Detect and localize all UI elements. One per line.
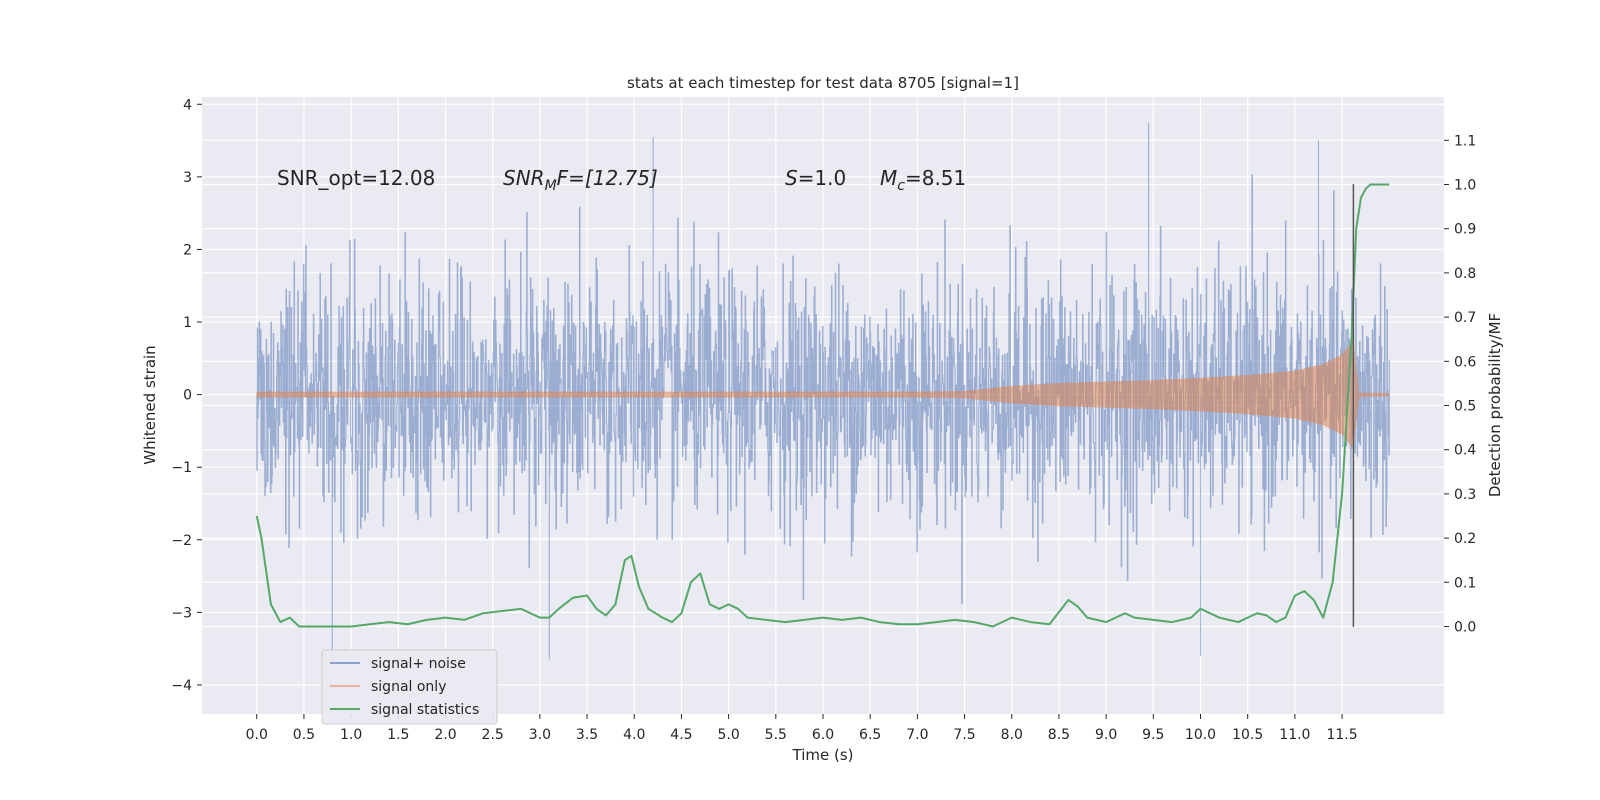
series-signal-statistics [255, 183, 1390, 628]
y-right-axis-label: Detection probability/MF [1486, 313, 1504, 497]
y-right-axis-ticks: 0.0 0.1 0.2 0.3 0.4 0.5 0.6 0.7 0.8 0.9 1.0 1.1 [1444, 133, 1476, 635]
y-right-tick-label: 0.3 [1454, 487, 1476, 503]
y-left-tick-label: 2 [183, 242, 192, 258]
x-tick-label: 11.5 [1326, 727, 1357, 743]
y-right-tick-label: 0.5 [1454, 399, 1476, 415]
y-left-tick-label: −4 [171, 678, 192, 694]
y-left-axis-ticks: −4 −3 −2 −1 0 1 2 3 4 [171, 97, 202, 694]
x-tick-label: 5.0 [717, 727, 739, 743]
x-tick-label: 10.5 [1232, 727, 1263, 743]
x-tick-label: 8.5 [1048, 727, 1070, 743]
chart-title: stats at each timestep for test data 870… [627, 74, 1019, 92]
x-tick-label: 7.0 [906, 727, 928, 743]
y-left-tick-label: −1 [171, 460, 192, 476]
legend: signal+ noise signal only signal statist… [321, 649, 498, 725]
x-tick-label: 10.0 [1185, 727, 1216, 743]
annotation-snr-opt: SNR_opt=12.08 [277, 166, 435, 190]
annotations: SNR_opt=12.08 SNRMF=[12.75] S=1.0 Mc=8.5… [277, 166, 966, 194]
y-right-tick-label: 0.6 [1454, 354, 1476, 370]
legend-label-signal: signal only [371, 679, 446, 695]
x-tick-label: 1.0 [340, 727, 362, 743]
y-left-tick-label: 1 [183, 315, 192, 331]
series-line-signal-only [256, 340, 1390, 450]
annotation-mc-rest: =8.51 [905, 166, 966, 190]
x-tick-label: 8.0 [1001, 727, 1023, 743]
annotation-mc: Mc=8.51 [880, 166, 966, 194]
y-right-tick-label: 0.9 [1454, 222, 1476, 238]
annotation-snr-mf-sub: M [545, 178, 557, 194]
x-tick-label: 0.5 [293, 727, 315, 743]
y-left-tick-label: −2 [171, 533, 192, 549]
annotation-snr-mf-rest: F=[12.75] [557, 166, 658, 190]
y-right-tick-label: 1.0 [1454, 178, 1476, 194]
x-tick-label: 6.5 [859, 727, 881, 743]
x-tick-label: 6.0 [812, 727, 834, 743]
x-tick-label: 7.5 [953, 727, 975, 743]
annotation-mc-sub: c [897, 178, 905, 194]
annotation-mc-name: M [880, 166, 897, 190]
x-tick-label: 1.5 [387, 727, 409, 743]
x-tick-label: 5.5 [765, 727, 787, 743]
y-left-tick-label: −3 [171, 605, 192, 621]
series-signal-only [256, 340, 1390, 450]
legend-label-noise: signal+ noise [371, 656, 466, 672]
y-right-tick-label: 0.8 [1454, 266, 1476, 282]
x-axis-ticks: 0.0 0.5 1.0 1.5 2.0 2.5 3.0 3.5 4.0 4.5 5.0 5.5 6.0 6… [246, 714, 1358, 743]
x-tick-label: 3.0 [529, 727, 551, 743]
y-left-axis-label: Whitened strain [141, 345, 159, 464]
x-tick-label: 11.0 [1279, 727, 1310, 743]
x-tick-label: 9.5 [1142, 727, 1164, 743]
y-right-tick-label: 0.2 [1454, 531, 1476, 547]
annotation-snr-mf-name: SNR [503, 166, 545, 190]
y-left-tick-label: 4 [183, 97, 192, 113]
x-axis-label: Time (s) [792, 746, 854, 764]
y-right-tick-label: 1.1 [1454, 133, 1476, 149]
grid-lines [202, 97, 1444, 714]
legend-label-stats: signal statistics [371, 702, 479, 718]
y-right-tick-label: 0.1 [1454, 575, 1476, 591]
series-line-signal-statistics [255, 183, 1390, 628]
y-right-tick-label: 0.0 [1454, 619, 1476, 635]
x-tick-label: 3.5 [576, 727, 598, 743]
y-left-tick-label: 0 [183, 388, 192, 404]
annotation-snr-mf: SNRMF=[12.75] [503, 166, 658, 194]
x-tick-label: 2.0 [434, 727, 456, 743]
series-signal-noise [256, 122, 1390, 664]
y-right-tick-label: 0.4 [1454, 443, 1476, 459]
annotation-s-rest: =1.0 [798, 166, 847, 190]
legend-box [321, 649, 498, 725]
y-right-tick-label: 0.7 [1454, 310, 1476, 326]
x-tick-label: 4.0 [623, 727, 645, 743]
x-tick-label: 9.0 [1095, 727, 1117, 743]
annotation-s-name: S [785, 166, 798, 190]
x-tick-label: 4.5 [670, 727, 692, 743]
y-left-tick-label: 3 [183, 170, 192, 186]
x-tick-label: 2.5 [482, 727, 504, 743]
annotation-s: S=1.0 [785, 166, 846, 190]
x-tick-label: 0.0 [246, 727, 268, 743]
series-line-signal-noise [256, 122, 1390, 664]
